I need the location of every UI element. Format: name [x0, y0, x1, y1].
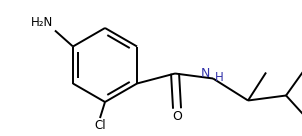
Text: Cl: Cl: [94, 119, 106, 132]
Text: H: H: [215, 71, 224, 84]
Text: O: O: [172, 110, 182, 123]
Text: H₂N: H₂N: [31, 16, 53, 29]
Text: N: N: [201, 67, 210, 80]
